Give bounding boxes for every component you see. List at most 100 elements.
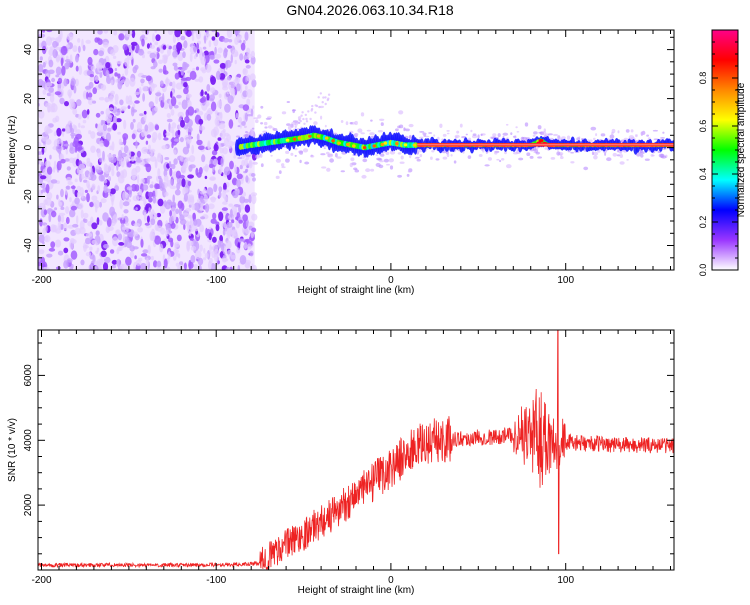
y-tick-label: 0 <box>23 144 34 150</box>
ridge-halo <box>397 152 402 155</box>
ridge-spur <box>303 122 306 126</box>
noise-speck <box>76 99 82 107</box>
ridge-halo <box>442 156 448 160</box>
noise-speck <box>103 30 109 34</box>
noise-speck <box>185 157 191 162</box>
noise-speck <box>116 161 119 171</box>
ridge-halo <box>619 154 623 158</box>
snr-panel: -200 -100 0 100 2000 4000 6000 Height of stra… <box>7 329 675 596</box>
noise-speck <box>197 48 200 54</box>
noise-speck <box>245 175 249 183</box>
ridge-halo <box>357 128 363 133</box>
ridge-halo <box>497 133 501 138</box>
noise-speck <box>187 214 192 219</box>
noise-speck <box>211 30 216 33</box>
noise-speck <box>227 45 232 49</box>
ridge-halo <box>354 132 359 136</box>
noise-speck <box>120 152 127 158</box>
noise-speck <box>57 250 64 256</box>
noise-speck <box>164 191 169 197</box>
noise-speck <box>128 52 131 56</box>
noise-speck <box>136 150 142 158</box>
noise-speck <box>185 93 192 99</box>
noise-speck <box>150 255 154 261</box>
ridge-halo <box>397 174 402 178</box>
ridge-halo <box>552 133 559 137</box>
ridge-halo <box>340 170 345 173</box>
noise-speck <box>88 130 92 135</box>
ridge-halo <box>478 154 483 157</box>
noise-speck <box>172 50 178 58</box>
noise-speck <box>102 123 108 132</box>
ridge-peak <box>346 142 350 147</box>
noise-speck <box>180 119 185 128</box>
noise-speck <box>154 188 158 198</box>
noise-speck <box>145 257 149 267</box>
noise-speck <box>82 212 89 219</box>
noise-speck <box>75 65 79 72</box>
ridge-peak <box>538 139 544 143</box>
noise-speck <box>60 158 66 164</box>
noise-speck <box>46 166 53 175</box>
noise-speck <box>183 40 188 49</box>
noise-speck <box>141 75 148 78</box>
noise-speck <box>102 150 105 161</box>
x-tick-label: 100 <box>557 275 574 286</box>
noise-speck <box>250 55 256 65</box>
noise-speck <box>96 37 100 41</box>
ridge-spur <box>327 97 330 100</box>
noise-speck <box>69 122 73 131</box>
noise-speck <box>77 114 82 120</box>
ridge-halo <box>297 116 302 120</box>
ridge-halo <box>400 155 404 160</box>
noise-speck <box>81 38 84 48</box>
noise-speck <box>149 44 155 49</box>
noise-speck <box>210 177 215 181</box>
spectrogram-y-ticks: -40 -20 0 20 40 <box>23 36 674 271</box>
noise-speck <box>239 53 244 61</box>
noise-speck <box>110 49 116 56</box>
noise-speck <box>162 64 167 75</box>
ridge-halo <box>366 129 371 132</box>
noise-speck <box>244 158 248 167</box>
noise-speck <box>251 194 257 205</box>
noise-speck <box>205 227 208 237</box>
noise-speck <box>209 197 217 201</box>
noise-speck <box>171 122 177 129</box>
y-tick-label: 20 <box>23 93 34 105</box>
noise-speck <box>246 243 252 250</box>
noise-speck <box>122 133 129 141</box>
noise-speck <box>42 61 46 68</box>
noise-speck <box>96 230 100 235</box>
noise-speck <box>64 59 72 63</box>
noise-speck <box>61 65 66 76</box>
noise-speck <box>188 164 193 172</box>
noise-speck <box>182 61 188 71</box>
noise-speck <box>234 30 241 35</box>
ridge-spur <box>299 119 302 123</box>
ridge-halo <box>336 156 342 159</box>
ridge-peak <box>297 136 302 140</box>
noise-speck <box>224 47 228 57</box>
ridge-spur <box>294 125 297 128</box>
noise-speck <box>141 38 145 47</box>
colorbar-tick-label: 0.2 <box>698 216 708 229</box>
noise-speck <box>175 170 181 179</box>
noise-speck <box>156 225 163 232</box>
noise-speck <box>134 255 137 260</box>
noise-speck <box>169 210 173 217</box>
noise-speck <box>51 210 57 218</box>
noise-speck <box>154 235 162 245</box>
noise-speck <box>67 89 73 97</box>
noise-speck <box>242 214 248 222</box>
noise-speck <box>66 258 73 263</box>
noise-speck <box>155 92 162 97</box>
figure-title: GN04.2026.063.10.34.R18 <box>286 2 454 18</box>
colorbar-tick-label: 0.8 <box>698 72 708 85</box>
noise-speck <box>187 174 195 179</box>
noise-speck <box>210 101 217 112</box>
snr-background <box>38 330 674 570</box>
ridge-halo <box>630 129 634 133</box>
noise-speck <box>38 78 44 88</box>
noise-speck <box>227 249 233 257</box>
